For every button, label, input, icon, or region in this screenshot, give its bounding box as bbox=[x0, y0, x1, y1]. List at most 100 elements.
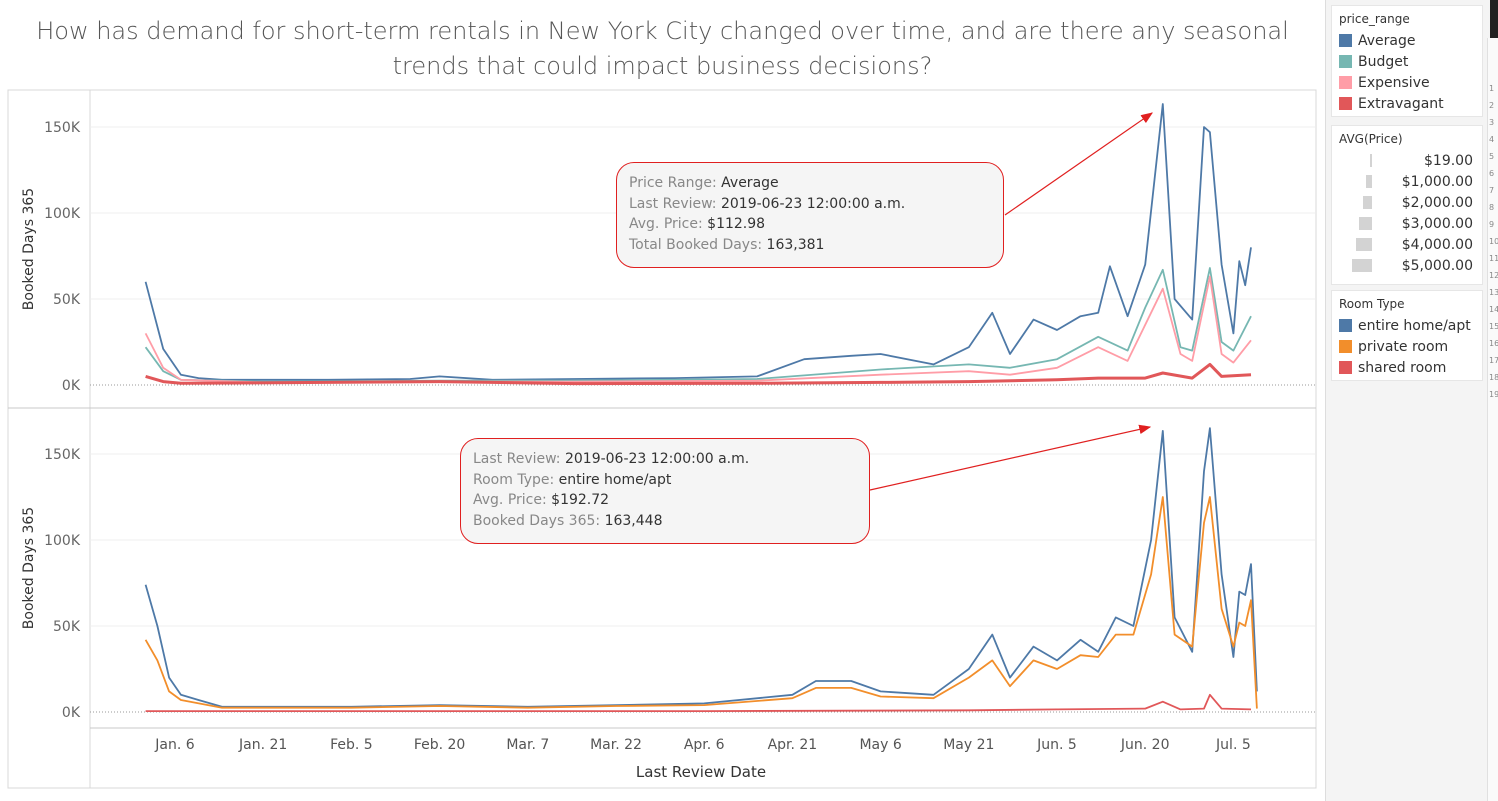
size-legend-item[interactable]: $2,000.00 bbox=[1332, 192, 1482, 213]
scroll-ruler-tick: 4 bbox=[1489, 135, 1495, 144]
y-tick-label: 0K bbox=[62, 705, 81, 721]
y-tick-label: 0K bbox=[62, 378, 81, 394]
legend-swatch bbox=[1339, 34, 1352, 47]
x-tick-label: Jun. 5 bbox=[1036, 737, 1077, 753]
legend-swatch bbox=[1339, 97, 1352, 110]
scroll-ruler-tick: 13 bbox=[1489, 288, 1498, 297]
legend-label: shared room bbox=[1358, 359, 1447, 376]
size-legend-label: $5,000.00 bbox=[1401, 257, 1473, 274]
legend-item-private-room[interactable]: private room bbox=[1332, 336, 1482, 357]
size-legend-item[interactable]: $5,000.00 bbox=[1332, 255, 1482, 276]
series-line-budget[interactable] bbox=[144, 267, 1252, 383]
x-tick-label: Jul. 5 bbox=[1215, 737, 1251, 753]
series-line-shared-room[interactable] bbox=[145, 693, 1252, 712]
x-tick-label: Jun. 20 bbox=[1120, 737, 1170, 753]
size-legend-item[interactable]: $19.00 bbox=[1332, 150, 1482, 171]
x-tick-label: Apr. 6 bbox=[684, 737, 725, 753]
legend-label: entire home/apt bbox=[1358, 317, 1471, 334]
scroll-ruler-tick: 18 bbox=[1489, 373, 1498, 382]
legend-swatch bbox=[1339, 319, 1352, 332]
tooltip-value: 2019-06-23 12:00:00 a.m. bbox=[720, 195, 906, 212]
tooltip-key: Room Type: bbox=[473, 471, 559, 488]
legend-label: Budget bbox=[1358, 53, 1409, 70]
scroll-ruler: 1 2 3 4 5 6 7 8 9 10 11 12 13 14 15 16 17 18 19 bbox=[1489, 80, 1498, 403]
legend-swatch bbox=[1339, 76, 1352, 89]
tooltip-key: Avg. Price: bbox=[629, 216, 708, 232]
size-legend-mark bbox=[1352, 259, 1372, 272]
tooltip-line: Last Review: 2019-06-23 12:00:00 a.m. bbox=[629, 194, 991, 215]
scroll-ruler-tick: 3 bbox=[1489, 118, 1495, 127]
annotation-arrow-top bbox=[1004, 112, 1153, 216]
legend-swatch bbox=[1339, 340, 1352, 353]
series-line-average[interactable] bbox=[144, 103, 1252, 381]
x-axis-label: Last Review Date bbox=[636, 763, 766, 781]
x-tick-label: May 21 bbox=[943, 737, 994, 753]
legend-label: private room bbox=[1358, 338, 1449, 355]
tooltip-line: Last Review: 2019-06-23 12:00:00 a.m. bbox=[473, 449, 857, 470]
dashboard-main: How has demand for short-term rentals in… bbox=[7, 17, 1317, 789]
series-line-private-room[interactable] bbox=[144, 496, 1258, 709]
y-tick-label: 50K bbox=[53, 619, 81, 635]
scroll-ruler-tick: 9 bbox=[1489, 220, 1495, 229]
size-legend-mark bbox=[1363, 196, 1372, 209]
tooltip-value: $192.72 bbox=[551, 492, 610, 508]
tooltip-key: Total Booked Days: bbox=[629, 236, 767, 253]
scroll-ruler-tick: 5 bbox=[1489, 152, 1495, 161]
scroll-ruler-tick: 16 bbox=[1489, 339, 1498, 348]
legend-label: Expensive bbox=[1358, 74, 1430, 91]
series-line-extravagant[interactable] bbox=[145, 362, 1252, 386]
y-tick-label: 50K bbox=[53, 292, 81, 308]
y-axis-label: Booked Days 365 bbox=[21, 507, 37, 629]
tooltip-line: Booked Days 365: 163,448 bbox=[473, 511, 857, 532]
tooltip-value: $112.98 bbox=[707, 216, 766, 232]
tooltip-value: 2019-06-23 12:00:00 a.m. bbox=[564, 451, 750, 467]
scroll-ruler-tick: 11 bbox=[1489, 254, 1498, 263]
size-legend-mark bbox=[1359, 217, 1372, 230]
avg-price-legend-title: AVG(Price) bbox=[1339, 132, 1403, 146]
x-tick-label: Mar. 7 bbox=[506, 737, 549, 753]
series-line-expensive[interactable] bbox=[144, 275, 1252, 384]
tooltip-value: 163,448 bbox=[604, 512, 663, 529]
scroll-ruler-tick: 10 bbox=[1489, 237, 1498, 246]
vertical-scrollbar[interactable] bbox=[1487, 38, 1498, 801]
tooltip-value: 163,381 bbox=[766, 236, 825, 253]
legend-item-entire-home-apt[interactable]: entire home/apt bbox=[1332, 315, 1482, 336]
avg-price-legend[interactable]: AVG(Price) $19.00 $1,000.00 $2,000.00 $3,00… bbox=[1331, 125, 1483, 285]
tooltip-line: Avg. Price: $112.98 bbox=[629, 214, 991, 235]
size-legend-item[interactable]: $1,000.00 bbox=[1332, 171, 1482, 192]
legend-item-extravagant[interactable]: Extravagant bbox=[1332, 93, 1482, 114]
tooltip-key: Last Review: bbox=[473, 451, 565, 467]
tooltip-line: Price Range: Average bbox=[629, 173, 991, 194]
size-legend-label: $2,000.00 bbox=[1401, 194, 1473, 211]
y-tick-label: 100K bbox=[44, 206, 81, 222]
legend-item-shared-room[interactable]: shared room bbox=[1332, 357, 1482, 378]
legend-item-budget[interactable]: Budget bbox=[1332, 51, 1482, 72]
legend-swatch bbox=[1339, 361, 1352, 374]
scroll-ruler-tick: 15 bbox=[1489, 322, 1498, 331]
room-type-legend[interactable]: Room Type entire home/apt private room sha… bbox=[1331, 290, 1483, 381]
size-legend-item[interactable]: $3,000.00 bbox=[1332, 213, 1482, 234]
price-range-legend[interactable]: price_range Average Budget Expensive Extrav… bbox=[1331, 5, 1483, 117]
price-range-legend-title: price_range bbox=[1339, 12, 1410, 26]
tooltip-value: entire home/apt bbox=[558, 471, 672, 488]
size-legend-label: $19.00 bbox=[1424, 152, 1473, 169]
scroll-ruler-tick: 19 bbox=[1489, 390, 1498, 399]
scroll-ruler-tick: 6 bbox=[1489, 169, 1495, 178]
tooltip-line: Total Booked Days: 163,381 bbox=[629, 235, 991, 256]
x-tick-label: Apr. 21 bbox=[768, 737, 818, 753]
size-legend-mark bbox=[1370, 154, 1372, 167]
tooltip-key: Last Review: bbox=[629, 195, 721, 212]
scroll-ruler-tick: 8 bbox=[1489, 203, 1495, 212]
x-tick-label: Mar. 22 bbox=[590, 737, 642, 753]
size-legend-item[interactable]: $4,000.00 bbox=[1332, 234, 1482, 255]
legend-item-average[interactable]: Average bbox=[1332, 30, 1482, 51]
size-legend-label: $4,000.00 bbox=[1401, 236, 1473, 253]
page-title: How has demand for short-term rentals in… bbox=[36, 17, 1289, 80]
scroll-ruler-tick: 1 bbox=[1489, 84, 1495, 93]
x-tick-label: Jan. 21 bbox=[238, 737, 287, 753]
legend-item-expensive[interactable]: Expensive bbox=[1332, 72, 1482, 93]
scroll-ruler-tick: 14 bbox=[1489, 305, 1498, 314]
tooltip-bottom: Last Review: 2019-06-23 12:00:00 a.m. Roo… bbox=[460, 438, 870, 544]
legend-label: Extravagant bbox=[1358, 95, 1444, 112]
scroll-ruler-tick: 2 bbox=[1489, 101, 1495, 110]
